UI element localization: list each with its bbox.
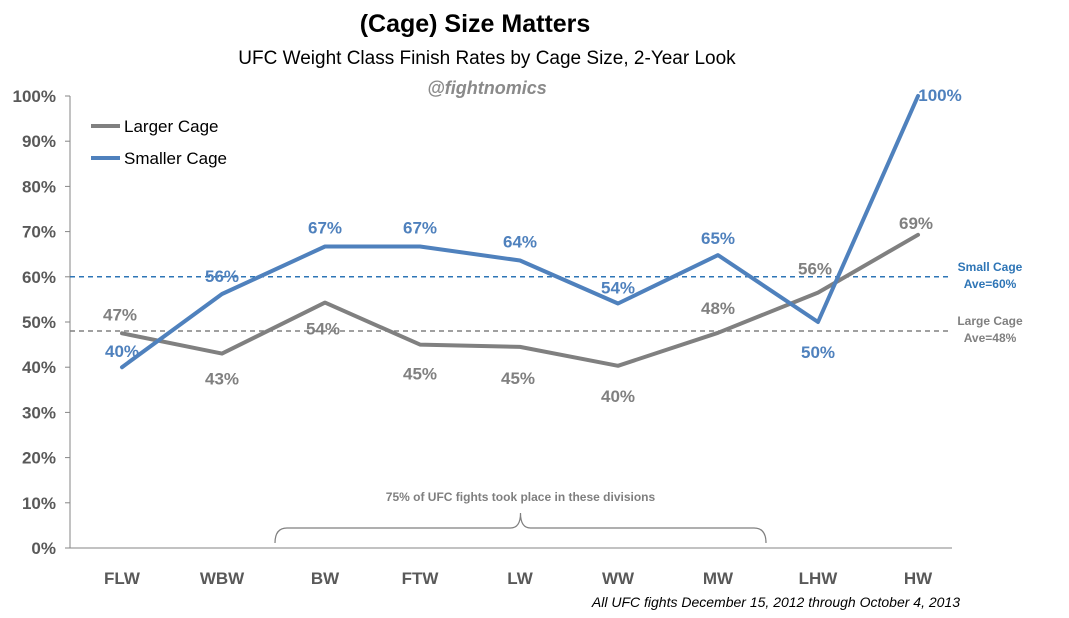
data-label: 45% [403,365,437,384]
y-tick-label: 30% [22,403,56,422]
y-tick-label: 0% [31,539,56,558]
data-label: 48% [701,299,735,318]
data-label: 64% [503,233,537,252]
data-label: 50% [801,343,835,362]
data-label: 67% [308,219,342,238]
data-label: 43% [205,370,239,389]
y-tick-label: 50% [22,313,56,332]
data-label: 67% [403,219,437,238]
data-label: 54% [601,278,635,297]
legend: Larger Cage Smaller Cage [91,117,227,168]
x-tick-label: BW [311,569,340,588]
x-tick-label: LW [507,569,533,588]
y-tick-label: 100% [13,87,56,106]
series-group: 47% 43% 54% 45% 45% 40% 48% 56% 69% 40% 56% 67% 67% 6… [103,86,962,406]
data-label: 40% [105,342,139,361]
reference-lines: Small Cage Ave=60% Large Cage Ave=48% [70,260,1023,345]
data-label: 54% [306,320,340,339]
series-line-larger-cage [120,232,920,368]
x-tick-label: MW [703,569,734,588]
y-tick-label: 20% [22,449,56,468]
chart-subtitle: UFC Weight Class Finish Rates by Cage Si… [238,48,736,69]
data-label: 100% [918,86,961,105]
reference-label-line2: Ave=48% [964,331,1017,345]
y-axis: 0% 10% 20% 30% 40% 50% 60% 70% 80% 90% 100% [13,87,71,558]
x-tick-label: LHW [799,569,839,588]
data-label: 40% [601,387,635,406]
data-label: 69% [899,214,933,233]
y-tick-label: 60% [22,268,56,287]
data-label: 45% [501,369,535,388]
footnote: All UFC fights December 15, 2012 through… [591,594,960,610]
x-axis: FLW WBW BW FTW LW WW MW LHW HW [70,547,952,588]
x-tick-label: HW [904,569,933,588]
x-tick-label: WW [602,569,635,588]
x-tick-label: WBW [200,569,245,588]
legend-label-larger-cage: Larger Cage [124,117,219,136]
reference-label-line2: Ave=60% [964,277,1017,291]
y-tick-label: 80% [22,177,56,196]
y-tick-label: 90% [22,132,56,151]
chart-title: (Cage) Size Matters [360,10,591,38]
x-tick-label: FLW [104,569,141,588]
reference-label-line1: Small Cage [958,260,1023,274]
y-tick-label: 10% [22,494,56,513]
y-tick-label: 40% [22,358,56,377]
data-label: 65% [701,229,735,248]
data-label: 56% [798,260,832,279]
bracket-label: 75% of UFC fights took place in these di… [386,490,656,504]
x-tick-label: FTW [402,569,440,588]
bracket-brace [274,512,767,544]
data-label: 56% [205,267,239,286]
data-label: 47% [103,305,137,324]
division-bracket: 75% of UFC fights took place in these di… [274,490,767,544]
author-handle: @fightnomics [427,78,547,98]
series-line-smaller-cage [120,94,920,370]
reference-label-line1: Large Cage [957,314,1023,328]
legend-label-smaller-cage: Smaller Cage [124,149,227,168]
y-tick-label: 70% [22,223,56,242]
